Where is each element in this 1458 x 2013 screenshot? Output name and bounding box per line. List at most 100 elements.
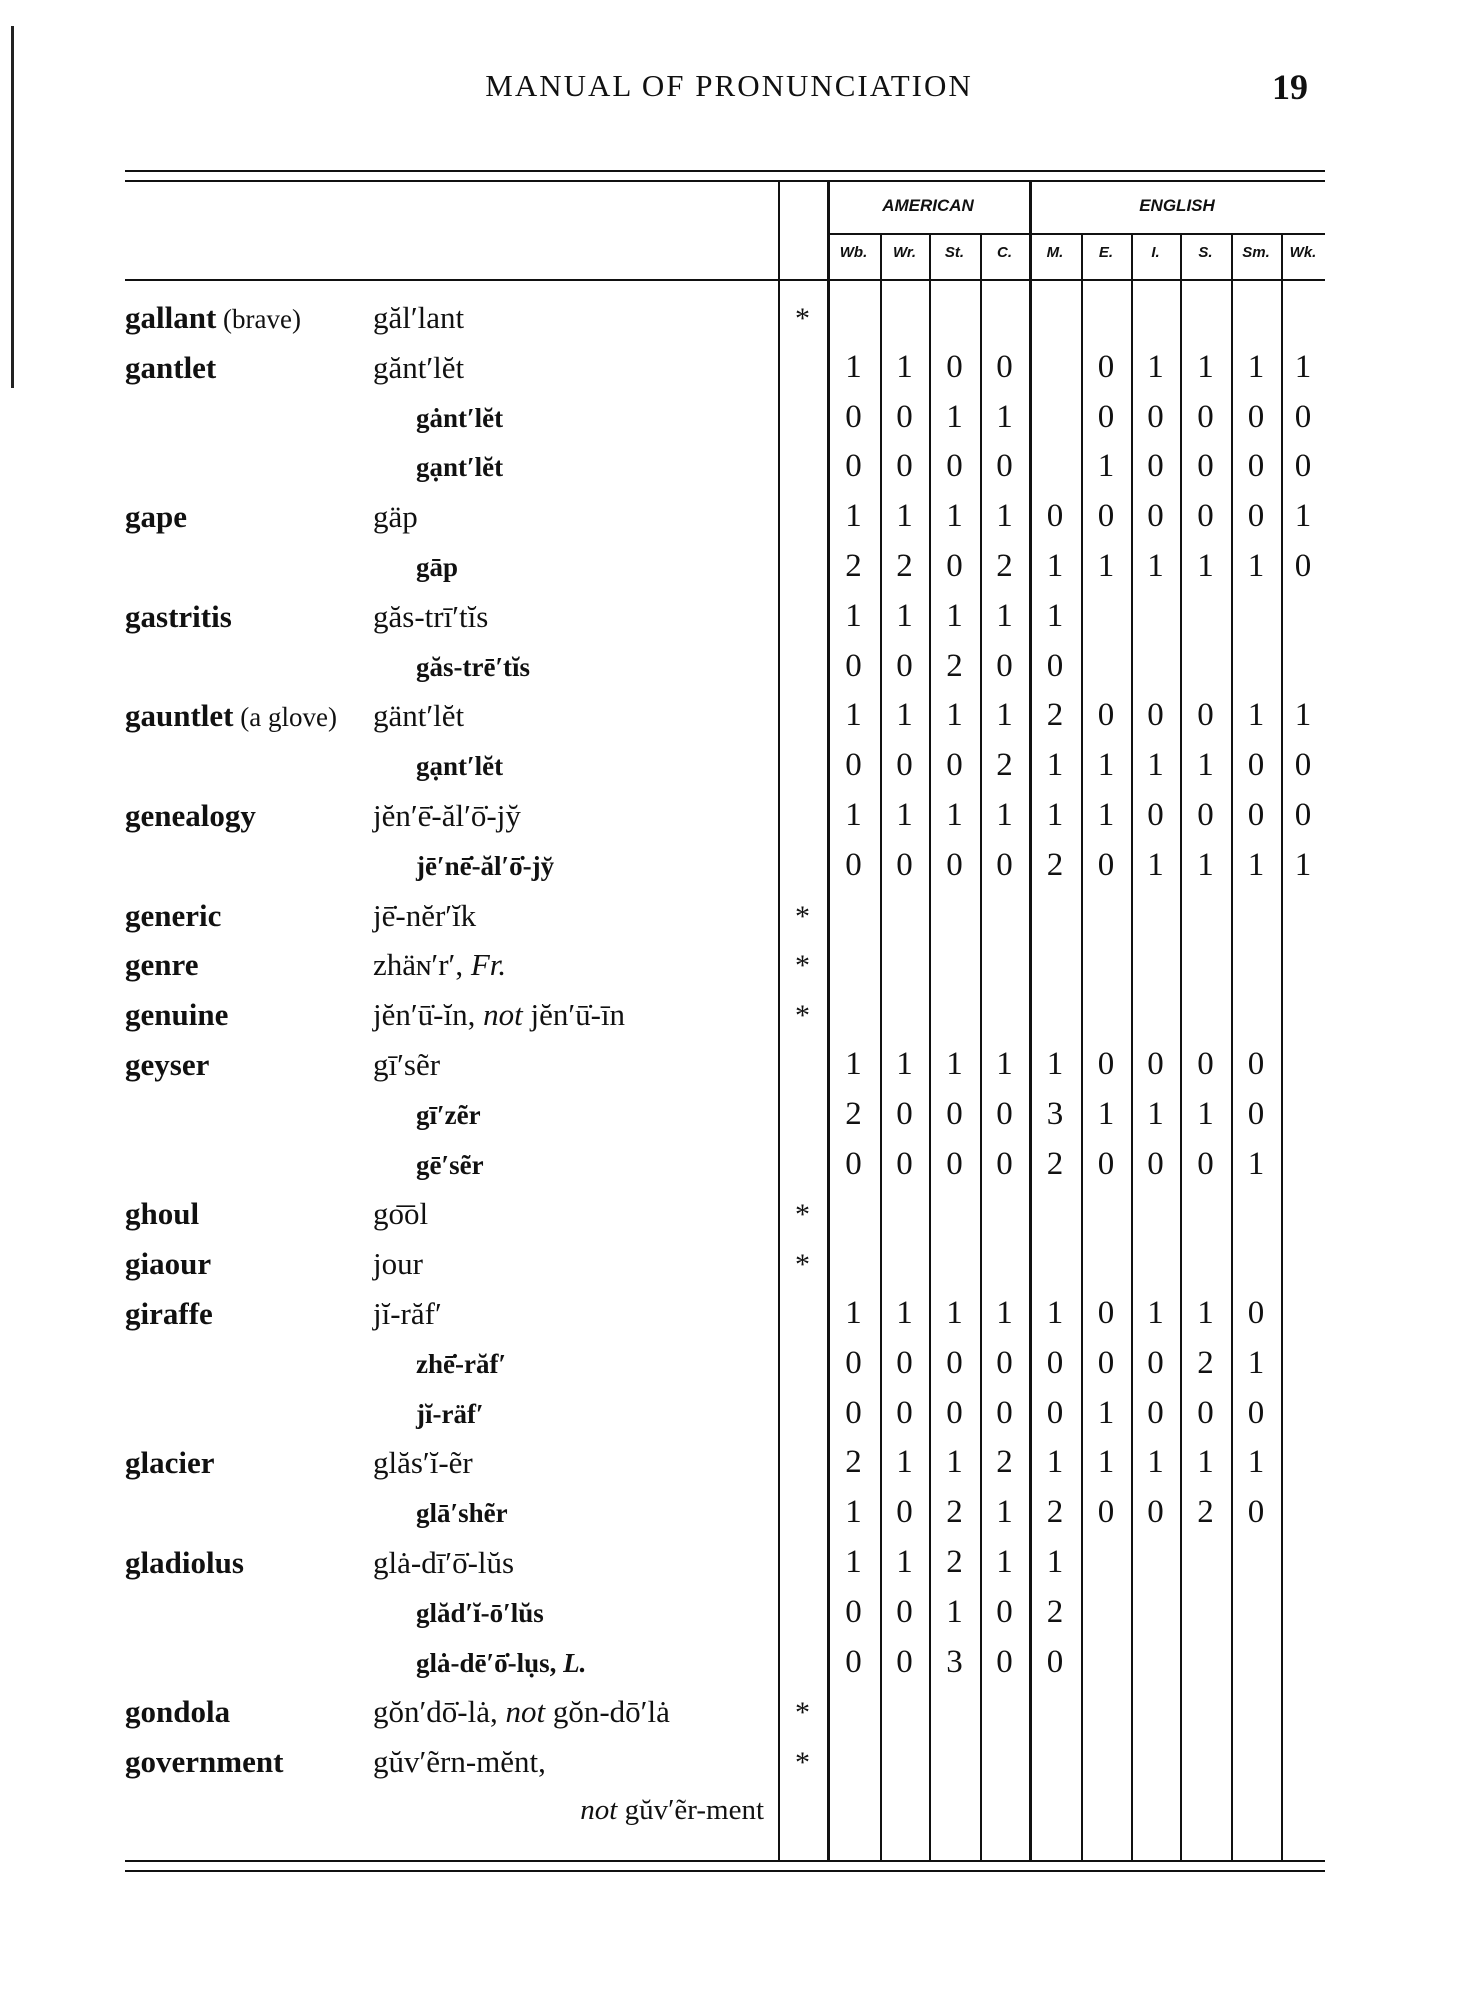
count-cell: 0 (1097, 1295, 1115, 1331)
count-cell: 1 (1147, 348, 1164, 385)
count-cell: 1 (896, 797, 913, 833)
table-row: gạnt′lĕt 0 0 0 2 1 1 1 1 0 0 (0, 742, 1458, 792)
pronunciation: găs-trē′tĭs (416, 652, 530, 683)
count-cell: 1 (996, 1544, 1013, 1580)
count-cell: 0 (946, 747, 963, 784)
pronunciation: zhäɴ′r′, Fr. (373, 947, 506, 983)
pronunciation: jĕn′ē̇-ăl′ō̇-jy̆ (373, 798, 521, 834)
count-cell: 1 (845, 1295, 862, 1331)
count-cell: 0 (946, 1145, 963, 1182)
pronunciation-segment: găl′lant (373, 300, 465, 335)
column-divider (1081, 235, 1083, 1862)
count-cell: 0 (1247, 1494, 1265, 1531)
pronunciation: jē′nē̇-ăl′ō̇-jy̆ (416, 851, 554, 882)
count-cell: 1 (896, 1544, 913, 1580)
count-cell: 1 (946, 797, 963, 833)
headword-text: gauntlet (125, 698, 234, 734)
headword: generic (125, 898, 221, 934)
pronunciation-segment: glȧ-dē′ō̇-lụs, (416, 1647, 564, 1678)
count-cell: 0 (946, 1394, 963, 1431)
column-header: M. (1046, 244, 1064, 261)
headword: gauntlet (a glove) (125, 698, 337, 734)
count-cell: 1 (1097, 548, 1115, 584)
table-row: not gŭv′ẽr-ment (0, 1788, 1458, 1838)
count-cell: 2 (845, 1095, 862, 1132)
count-cell: 0 (1197, 697, 1214, 734)
headword-text: gape (125, 499, 187, 535)
count-cell: 0 (946, 448, 963, 485)
count-cell: 1 (896, 1444, 913, 1481)
pronunciation: gănt′lĕt (373, 350, 464, 386)
headword: giraffe (125, 1296, 213, 1332)
count-cell: 0 (1294, 398, 1312, 435)
pronunciation-segment: glăd′ĭ-ō′lŭs (416, 1597, 544, 1628)
count-cell: 0 (896, 398, 913, 435)
count-cell: 1 (996, 398, 1013, 435)
headword-note: (brave) (216, 304, 301, 334)
count-cell: 0 (845, 647, 862, 684)
pronunciation-segment: găs-trē′tĭs (416, 651, 531, 682)
count-cell: 1 (1147, 747, 1164, 784)
count-cell: 0 (896, 1145, 913, 1182)
count-cell: 0 (946, 548, 963, 584)
count-cell: 0 (996, 1394, 1013, 1431)
table-row: glăd′ĭ-ō′lŭs 0 0 1 0 2 (0, 1589, 1458, 1639)
count-cell: 2 (1046, 1494, 1064, 1531)
table-row: găs-trē′tĭs 0 0 2 0 0 (0, 643, 1458, 693)
table-row: jĭ-räf′ 0 0 0 0 0 1 0 0 0 (0, 1390, 1458, 1440)
count-cell: 1 (1247, 348, 1265, 385)
pronunciation: gạnt′lĕt (416, 751, 503, 782)
count-cell: 1 (996, 797, 1013, 833)
headword-text: geyser (125, 1047, 210, 1082)
pronunciation-segment: jĕn′ē̇-ăl′ō̇-jy̆ (373, 798, 521, 833)
count-cell: 0 (996, 1095, 1013, 1132)
count-cell: 1 (896, 1046, 913, 1082)
pronunciation: găs-trī′tĭs (373, 599, 488, 635)
bottom-rule (125, 1860, 1325, 1862)
headword-text: government (125, 1744, 284, 1780)
count-cell: 1 (1097, 1095, 1115, 1132)
table-row: genre zhäɴ′r′, Fr. * (0, 941, 1458, 991)
count-cell: 1 (896, 1295, 913, 1331)
table-row: gȧnt′lĕt 0 0 1 1 0 0 0 0 0 (0, 394, 1458, 444)
count-cell: 0 (1147, 1145, 1164, 1182)
count-cell: 0 (896, 1344, 913, 1381)
count-cell: 0 (1197, 498, 1214, 535)
count-cell: 1 (946, 1593, 963, 1630)
count-cell: 0 (1097, 1344, 1115, 1381)
table-row: glā′shẽr 1 0 2 1 2 0 0 2 0 (0, 1489, 1458, 1539)
count-cell: 0 (896, 1494, 913, 1531)
table-row: giaour jour * (0, 1240, 1458, 1290)
headword-text: giraffe (125, 1296, 213, 1331)
headword-text: genealogy (125, 798, 256, 833)
count-cell: 0 (996, 1145, 1013, 1182)
count-cell: 1 (1097, 448, 1115, 485)
table-row: genealogy jĕn′ē̇-ăl′ō̇-jy̆ 1 1 1 1 1 1 0 0 0 0 (0, 792, 1458, 842)
asterisk-mark: * (795, 899, 810, 933)
count-cell: 0 (845, 398, 862, 435)
headword-text: genuine (125, 997, 229, 1033)
running-head: MANUAL OF PRONUNCIATION (485, 68, 973, 103)
pronunciation: jē̇-nĕr′ĭk (373, 898, 476, 934)
count-cell: 0 (1294, 548, 1312, 584)
count-cell: 3 (1046, 1095, 1064, 1132)
table-row: glacier glăs′ĭ-ẽr 2 1 1 2 1 1 1 1 1 (0, 1439, 1458, 1489)
column-header: I. (1151, 244, 1160, 261)
count-cell: 2 (845, 548, 862, 584)
count-cell: 0 (1097, 348, 1115, 385)
headword-text: gladiolus (125, 1545, 244, 1580)
count-cell: 1 (1046, 797, 1064, 833)
pronunciation-segment: gạnt′lĕt (416, 452, 504, 483)
count-cell: 0 (1247, 1394, 1265, 1431)
headword-text: genre (125, 947, 199, 983)
count-cell: 1 (1294, 498, 1312, 535)
headword: gondola (125, 1694, 230, 1730)
count-cell: 0 (1147, 1394, 1164, 1431)
pronunciation-segment: glăs′ĭ-ẽr (373, 1445, 473, 1481)
count-cell: 1 (946, 398, 963, 435)
count-cell: 1 (845, 498, 862, 535)
count-cell: 0 (996, 1643, 1013, 1680)
count-cell: 0 (996, 846, 1013, 883)
group-rule (827, 233, 1325, 235)
pronunciation-segment: zhē̇-răf′ (416, 1348, 507, 1379)
